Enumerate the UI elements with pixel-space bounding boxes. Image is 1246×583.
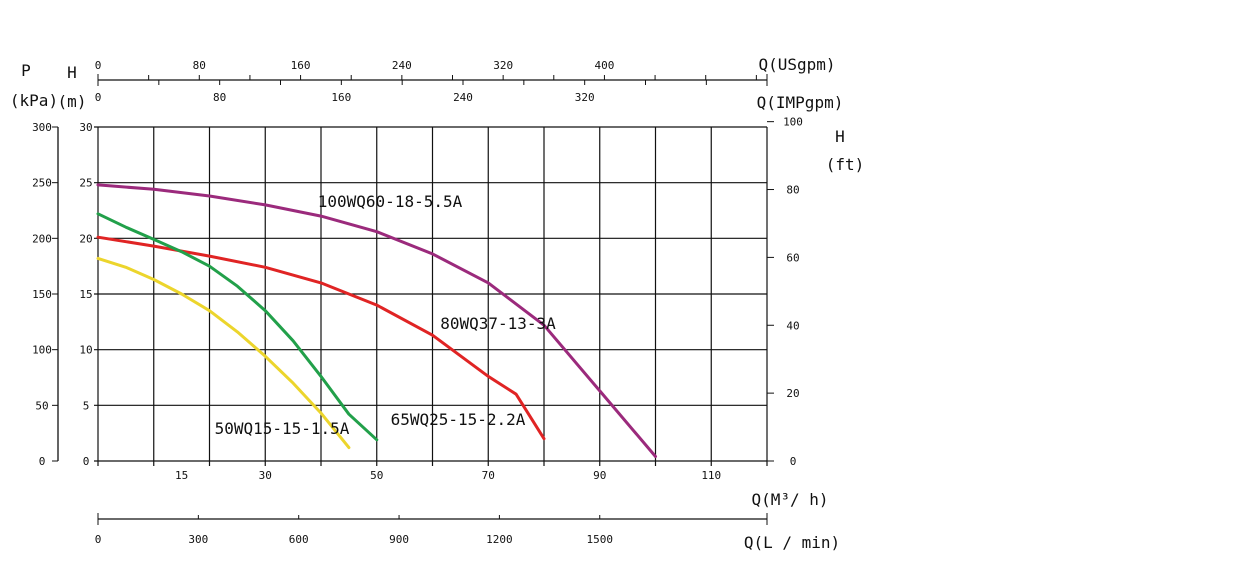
h-ft-tick-label: 20 [786,387,799,400]
q-m3h-tick-label: 70 [482,469,495,482]
grid-layer [94,126,768,466]
curve-label-65WQ25-15-2.2A: 65WQ25-15-2.2A [391,410,526,429]
q-usgpm-tick-label: 80 [193,59,206,72]
h-m-tick-label: 0 [83,455,90,468]
p-kpa-tick-label: 50 [35,399,48,412]
h-m-tick-label: 5 [83,399,90,412]
curve-100WQ60-18-5.5A [96,183,657,458]
p-kpa-tick-label: 100 [32,344,52,357]
q-impgpm-tick-label: 0 [95,91,102,104]
q-usgpm-tick-label: 240 [392,59,412,72]
q-usgpm-tick-label: 400 [594,59,614,72]
p-kpa-tick-label: 200 [32,232,52,245]
h-m-tick-label: 15 [79,288,92,301]
curve-layer [96,183,657,458]
q-lmin-tick-label: 900 [389,533,409,546]
q-usgpm-tick-label: 160 [291,59,311,72]
q-m3h-tick-label: 90 [593,469,606,482]
h-m-tick-label: 20 [79,232,92,245]
curve-label-50WQ15-15-1.5A: 50WQ15-15-1.5A [215,419,350,438]
h-ft-tick-label: 0 [790,455,797,468]
p-kpa-tick-label: 300 [32,121,52,134]
q-impgpm-tick-label: 320 [575,91,595,104]
q-usgpm-axis-title: Q(USgpm) [758,55,835,74]
q-impgpm-axis-title: Q(IMPgpm) [757,93,844,112]
q-m3h-tick-label: 15 [175,469,188,482]
q-lmin-tick-label: 300 [188,533,208,546]
axis-layer [52,74,774,525]
q-impgpm-tick-label: 80 [213,91,226,104]
q-m3h-tick-label: 50 [370,469,383,482]
h-m-tick-label: 10 [79,344,92,357]
h-m-tick-label: 30 [79,121,92,134]
curve-50WQ15-15-1.5A [96,256,351,450]
h-m-axis-title: H [67,63,77,82]
h-ft-axis-unit: (ft) [826,155,865,174]
q-lmin-tick-label: 0 [95,533,102,546]
label-layer: 050100150200250300P(kPa)051015202530H(m)… [10,55,864,552]
h-m-tick-label: 25 [79,177,92,190]
q-impgpm-tick-label: 240 [453,91,473,104]
h-m-axis-unit: (m) [58,92,87,111]
q-m3h-axis-title: Q(M³/ h) [751,490,828,509]
q-m3h-tick-label: 30 [259,469,272,482]
q-lmin-tick-label: 600 [289,533,309,546]
p-kpa-axis-unit: (kPa) [10,91,58,110]
q-usgpm-tick-label: 320 [493,59,513,72]
q-lmin-tick-label: 1500 [587,533,614,546]
p-kpa-tick-label: 150 [32,288,52,301]
q-lmin-axis-title: Q(L / min) [744,533,840,552]
h-ft-tick-label: 100 [783,116,803,129]
curve-label-100WQ60-18-5.5A: 100WQ60-18-5.5A [318,192,463,211]
q-usgpm-tick-label: 0 [95,59,102,72]
h-ft-tick-label: 40 [786,319,799,332]
q-lmin-tick-label: 1200 [486,533,513,546]
h-ft-tick-label: 80 [786,184,799,197]
p-kpa-axis-title: P [21,61,31,80]
h-ft-tick-label: 60 [786,251,799,264]
q-m3h-tick-label: 110 [701,469,721,482]
p-kpa-tick-label: 250 [32,177,52,190]
curve-65WQ25-15-2.2A [96,212,379,442]
h-ft-axis-title: H [835,127,845,146]
q-impgpm-tick-label: 160 [331,91,351,104]
p-kpa-tick-label: 0 [39,455,46,468]
curve-label-80WQ37-13-3A: 80WQ37-13-3A [440,314,556,333]
